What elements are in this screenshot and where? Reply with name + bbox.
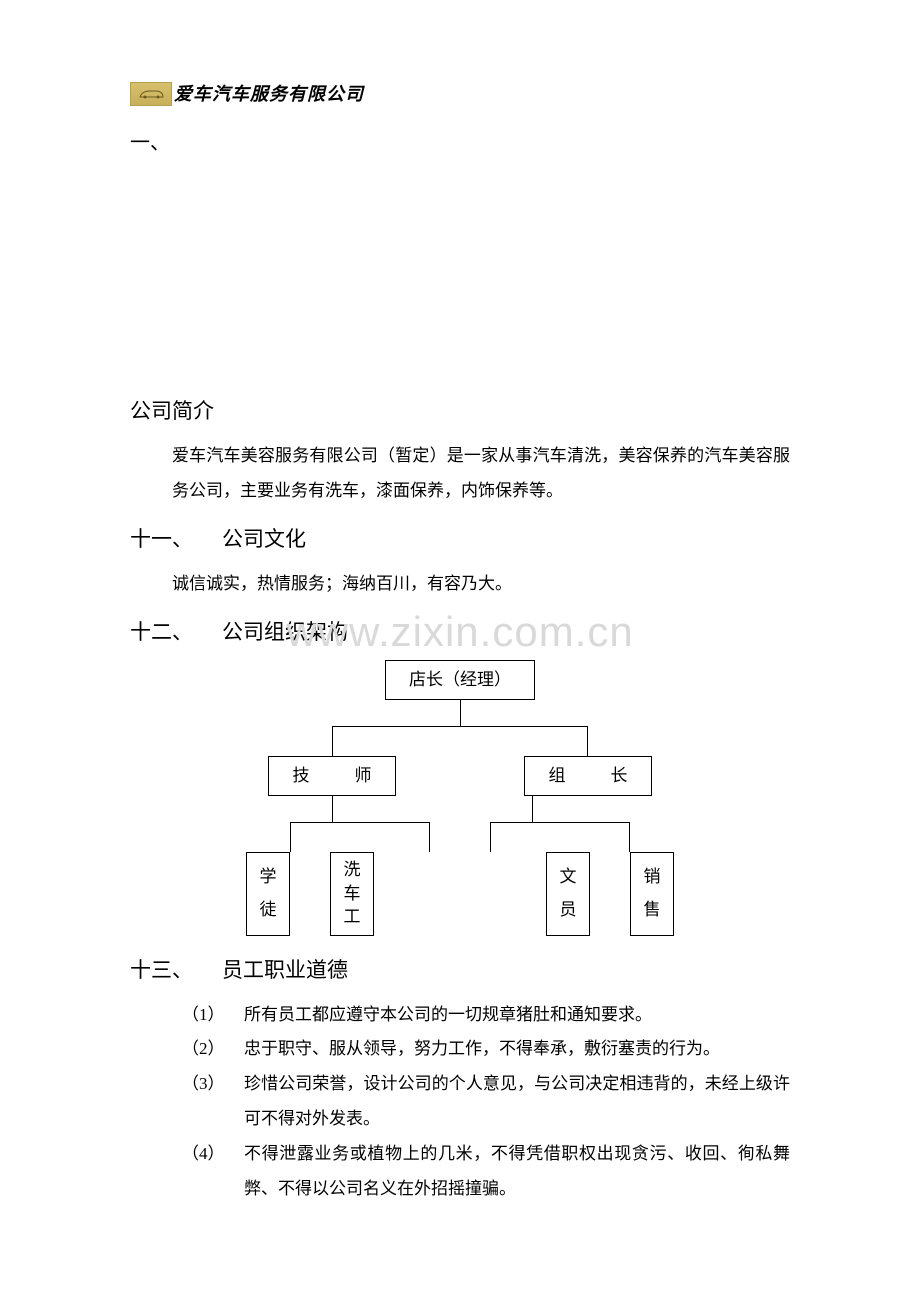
org-num: 十二、 <box>130 616 222 646</box>
org-node-apprentice: 学徒 <box>246 852 290 936</box>
org-node-clerk: 文员 <box>546 852 590 936</box>
ethics-item-text: 不得泄露业务或植物上的几米，不得凭借职权出现贪污、收回、徇私舞弊、不得以公司名义… <box>244 1137 790 1207</box>
culture-heading: 十一、公司文化 <box>130 523 790 553</box>
culture-num: 十一、 <box>130 523 222 553</box>
org-node-teamlead: 组 长 <box>524 756 652 796</box>
culture-title: 公司文化 <box>222 527 306 551</box>
document-header: 爱车汽车服务有限公司 <box>130 80 790 106</box>
org-chart: 店长（经理） 技 师 组 长 学徒 洗车工 文员 销售 <box>130 660 790 936</box>
org-node-manager: 店长（经理） <box>385 660 535 700</box>
ethics-item: （2） 忠于职守、服从领导，努力工作，不得奉承，敷衍塞责的行为。 <box>182 1032 790 1067</box>
ethics-item-num: （3） <box>182 1067 244 1137</box>
ethics-item: （4） 不得泄露业务或植物上的几米，不得凭借职权出现贪污、收回、徇私舞弊、不得以… <box>182 1137 790 1207</box>
intro-heading: 公司简介 <box>130 395 790 425</box>
ethics-item-text: 忠于职守、服从领导，努力工作，不得奉承，敷衍塞责的行为。 <box>244 1032 790 1067</box>
ethics-item-text: 珍惜公司荣誉，设计公司的个人意见，与公司决定相违背的，未经上级许可不得对外发表。 <box>244 1067 790 1137</box>
section-marker-1: 一、 <box>130 126 790 155</box>
ethics-item: （3） 珍惜公司荣誉，设计公司的个人意见，与公司决定相违背的，未经上级许可不得对… <box>182 1067 790 1137</box>
ethics-list: （1） 所有员工都应遵守本公司的一切规章猪肚和通知要求。 （2） 忠于职守、服从… <box>130 998 790 1207</box>
company-name: 爱车汽车服务有限公司 <box>174 80 364 106</box>
company-logo-icon <box>130 82 172 106</box>
ethics-item-num: （2） <box>182 1032 244 1067</box>
org-connector <box>240 796 680 852</box>
ethics-item: （1） 所有员工都应遵守本公司的一切规章猪肚和通知要求。 <box>182 998 790 1033</box>
org-node-technician: 技 师 <box>268 756 396 796</box>
ethics-item-num: （4） <box>182 1137 244 1207</box>
ethics-heading: 十三、员工职业道德 <box>130 954 790 984</box>
org-node-sales: 销售 <box>630 852 674 936</box>
ethics-title: 员工职业道德 <box>222 958 348 982</box>
org-node-washer: 洗车工 <box>330 852 374 936</box>
ethics-item-num: （1） <box>182 998 244 1033</box>
ethics-num: 十三、 <box>130 954 222 984</box>
ethics-item-text: 所有员工都应遵守本公司的一切规章猪肚和通知要求。 <box>244 998 790 1033</box>
intro-text: 爱车汽车美容服务有限公司（暂定）是一家从事汽车清洗，美容保养的汽车美容服务公司，… <box>130 439 790 509</box>
watermark-text: www.zixin.com.cn <box>286 608 633 656</box>
org-connector <box>240 700 680 756</box>
culture-text: 诚信诚实，热情服务；海纳百川，有容乃大。 <box>130 567 790 602</box>
